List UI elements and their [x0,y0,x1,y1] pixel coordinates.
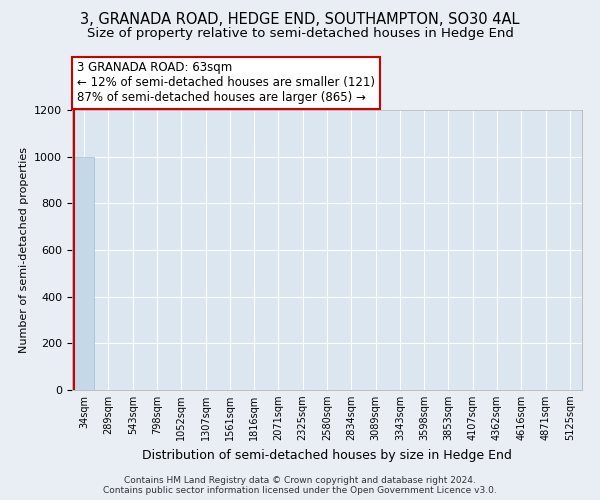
Y-axis label: Number of semi-detached properties: Number of semi-detached properties [19,147,29,353]
Text: Size of property relative to semi-detached houses in Hedge End: Size of property relative to semi-detach… [86,28,514,40]
Text: Contains HM Land Registry data © Crown copyright and database right 2024.
Contai: Contains HM Land Registry data © Crown c… [103,476,497,495]
Text: 3, GRANADA ROAD, HEDGE END, SOUTHAMPTON, SO30 4AL: 3, GRANADA ROAD, HEDGE END, SOUTHAMPTON,… [80,12,520,28]
Text: 3 GRANADA ROAD: 63sqm
← 12% of semi-detached houses are smaller (121)
87% of sem: 3 GRANADA ROAD: 63sqm ← 12% of semi-deta… [77,62,375,104]
X-axis label: Distribution of semi-detached houses by size in Hedge End: Distribution of semi-detached houses by … [142,449,512,462]
Bar [74,156,94,390]
